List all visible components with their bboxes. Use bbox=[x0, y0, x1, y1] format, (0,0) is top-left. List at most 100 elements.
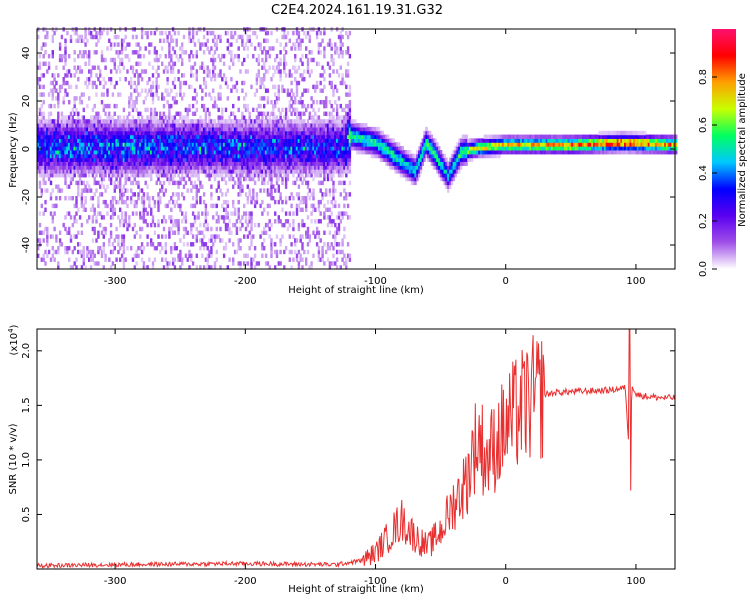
spectrogram-cell bbox=[237, 134, 240, 139]
spectrogram-cell bbox=[188, 107, 191, 113]
spectrogram-cell bbox=[155, 77, 158, 82]
spectrogram-cell bbox=[142, 192, 146, 197]
spectrogram-cell bbox=[99, 119, 102, 124]
spectrogram-cell bbox=[317, 199, 321, 205]
spectrogram-cell bbox=[177, 130, 180, 136]
spectrogram-cell bbox=[164, 157, 167, 162]
spectrogram-cell bbox=[281, 161, 284, 166]
spectrogram-cell bbox=[264, 165, 268, 170]
spectrogram-cell bbox=[277, 119, 280, 124]
spectrogram-cell bbox=[89, 161, 93, 166]
spectrogram-cell bbox=[177, 146, 180, 151]
spectrogram-cell bbox=[270, 153, 273, 159]
spectrogram-cell bbox=[148, 134, 151, 139]
spectrogram-cell bbox=[281, 134, 284, 139]
spectrogram-cell bbox=[284, 115, 288, 120]
spectrogram-cell bbox=[130, 169, 133, 174]
spectrogram-cell bbox=[255, 126, 259, 132]
spectrogram-cell bbox=[199, 222, 202, 228]
spectrogram-cell bbox=[188, 253, 191, 258]
spectrogram-cell bbox=[68, 115, 71, 120]
spectrogram-cell bbox=[55, 134, 58, 139]
spectrogram-cell bbox=[350, 119, 353, 124]
spectrogram-cell bbox=[317, 219, 321, 224]
spectrogram-cell bbox=[38, 153, 42, 159]
spectrogram-cell bbox=[361, 123, 364, 128]
spectrogram-cell bbox=[346, 34, 350, 40]
spectrogram-cell bbox=[277, 69, 280, 74]
spectrogram-cell bbox=[73, 103, 76, 109]
spectrogram-cell bbox=[144, 265, 147, 270]
spectrogram-cell bbox=[91, 134, 95, 139]
spectrogram-cell bbox=[146, 192, 149, 197]
spectrogram-cell bbox=[135, 230, 138, 235]
spectrogram-cell bbox=[303, 165, 306, 170]
spectrogram-cell bbox=[363, 142, 366, 147]
spectrogram-cell bbox=[314, 234, 317, 239]
spectrogram-cell bbox=[248, 157, 251, 162]
spectrogram-cell bbox=[91, 173, 95, 178]
spectrogram-cell bbox=[199, 246, 202, 251]
spectrogram-cell bbox=[82, 169, 85, 174]
spectrogram-cell bbox=[253, 123, 257, 128]
spectrogram-cell bbox=[297, 142, 301, 147]
spectrogram-cell bbox=[115, 80, 118, 86]
spectrogram-cell bbox=[213, 234, 217, 239]
spectrogram-cell bbox=[190, 157, 193, 162]
spectrogram-cell bbox=[374, 138, 377, 143]
spectrogram-cell bbox=[202, 192, 206, 197]
spectrogram-cell bbox=[142, 134, 146, 139]
spectrogram-cell bbox=[230, 153, 233, 159]
spectrogram-cell bbox=[308, 111, 311, 116]
spectrogram-cell bbox=[193, 111, 197, 116]
spectrogram-cell bbox=[82, 54, 85, 59]
spectrogram-cell bbox=[93, 261, 96, 266]
spectrogram-cell bbox=[137, 246, 140, 251]
spectrogram-cell bbox=[57, 115, 60, 120]
spectrogram-cell bbox=[244, 211, 248, 216]
spectrogram-cell bbox=[109, 77, 113, 82]
spectrogram-cell bbox=[274, 100, 277, 105]
spectrogram-cell bbox=[286, 138, 290, 143]
spectrogram-cell bbox=[230, 50, 233, 55]
spectrogram-cell bbox=[290, 142, 293, 147]
spectrogram-cell bbox=[166, 146, 169, 151]
spectrogram-cell bbox=[239, 176, 242, 182]
spectrogram-cell bbox=[335, 150, 339, 155]
spectrogram-cell bbox=[130, 188, 133, 193]
spectrogram-cell bbox=[148, 50, 151, 55]
spectrogram-cell bbox=[345, 73, 348, 78]
spectrogram-cell bbox=[181, 150, 184, 155]
spectrogram-cell bbox=[199, 157, 202, 162]
spectrogram-cell bbox=[286, 150, 290, 155]
spectrogram-cell bbox=[53, 103, 56, 109]
spectrogram-cell bbox=[332, 161, 335, 166]
spectrogram-cell bbox=[102, 226, 105, 232]
spectrogram-cell bbox=[303, 196, 306, 201]
spectrogram-cell bbox=[170, 34, 173, 40]
spectrogram-cell bbox=[301, 38, 304, 43]
spectrogram-cell bbox=[281, 34, 284, 40]
spectrogram-cell bbox=[281, 84, 284, 90]
spectrogram-cell bbox=[151, 115, 155, 120]
spectrogram-cell bbox=[88, 138, 91, 143]
spectrogram-cell bbox=[233, 249, 237, 255]
spectrogram-cell bbox=[372, 146, 375, 151]
spectrogram-cell bbox=[191, 34, 195, 40]
spectrogram-cell bbox=[279, 142, 282, 147]
spectrogram-cell bbox=[213, 203, 217, 209]
spectrogram-cell bbox=[230, 230, 233, 235]
spectrogram-cell bbox=[115, 257, 118, 262]
spectrogram-cell bbox=[68, 153, 71, 159]
spectrogram-cell bbox=[66, 150, 69, 155]
spectrogram-cell bbox=[257, 115, 260, 120]
spectrogram-cell bbox=[346, 119, 350, 124]
spectrogram-cell bbox=[115, 134, 118, 139]
spectrogram-cell bbox=[226, 96, 229, 101]
spectrogram-cell bbox=[104, 138, 107, 143]
spectrogram-cell bbox=[168, 119, 171, 124]
spectrogram-cell bbox=[363, 126, 366, 132]
spectrogram-cell bbox=[47, 61, 51, 66]
spectrogram-cell bbox=[332, 203, 335, 209]
spectrogram-cell bbox=[204, 161, 208, 166]
